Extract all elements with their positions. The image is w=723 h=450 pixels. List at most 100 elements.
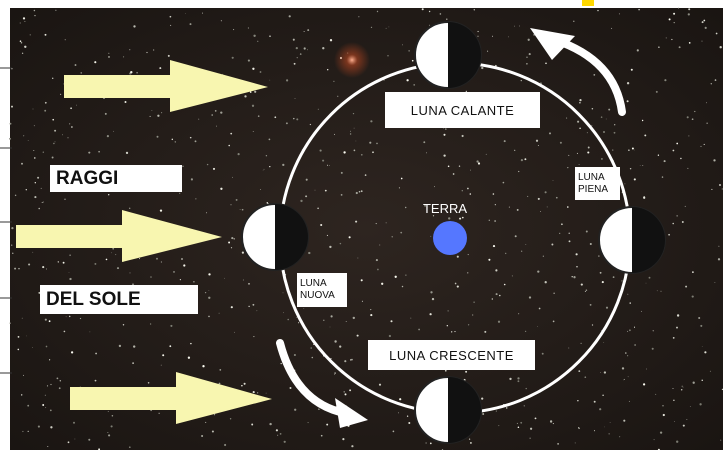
star (67, 137, 69, 139)
star (69, 277, 72, 281)
star (665, 37, 667, 39)
star (11, 226, 14, 230)
star (495, 410, 497, 412)
star (170, 324, 173, 327)
star (324, 189, 327, 192)
star (714, 282, 716, 283)
star (703, 143, 705, 145)
star (129, 272, 131, 274)
star (482, 413, 485, 415)
star (404, 206, 407, 209)
star (233, 29, 235, 31)
star (613, 131, 616, 134)
star (230, 306, 233, 309)
star (439, 13, 442, 15)
star (566, 117, 568, 119)
star (591, 324, 594, 326)
star (187, 356, 191, 359)
star (544, 281, 547, 284)
star (234, 331, 235, 333)
star (523, 405, 525, 407)
star (623, 378, 626, 380)
star (631, 147, 634, 150)
star (296, 316, 298, 318)
star (45, 407, 47, 409)
star (136, 71, 138, 74)
star (495, 269, 498, 272)
star (111, 415, 114, 417)
star (251, 423, 254, 426)
star (89, 331, 91, 333)
moon-dark (448, 22, 481, 88)
star (638, 8, 640, 11)
star (394, 275, 397, 278)
star (551, 243, 554, 246)
star (169, 345, 172, 348)
star (275, 429, 278, 432)
star (111, 252, 112, 254)
star (529, 437, 531, 439)
star (295, 46, 298, 50)
star (561, 223, 563, 226)
star (573, 20, 575, 23)
star (681, 221, 684, 223)
star (327, 69, 329, 71)
star (642, 165, 644, 167)
star (676, 440, 679, 443)
star (326, 423, 329, 426)
star (520, 421, 523, 424)
star (701, 21, 704, 24)
star (224, 277, 225, 279)
star (235, 198, 238, 201)
star (252, 131, 254, 133)
star (688, 8, 691, 11)
star (44, 33, 47, 36)
star (552, 180, 554, 182)
star (283, 312, 284, 314)
star (229, 418, 232, 420)
star (153, 49, 155, 51)
star (602, 394, 604, 396)
star (526, 63, 528, 65)
star (283, 440, 286, 443)
star (528, 53, 531, 56)
star (149, 323, 152, 325)
star (672, 336, 675, 339)
star (370, 314, 373, 317)
star (600, 157, 603, 160)
star (544, 191, 547, 194)
star (308, 251, 311, 255)
star (113, 130, 114, 132)
star (700, 145, 702, 147)
star (194, 140, 197, 143)
star (369, 141, 372, 144)
star (252, 391, 255, 394)
star (214, 110, 217, 112)
star (34, 14, 36, 17)
star (458, 165, 461, 167)
star (603, 342, 605, 343)
star (692, 271, 694, 273)
star (353, 127, 355, 129)
star (575, 253, 578, 256)
star (520, 79, 522, 82)
star (687, 167, 689, 169)
star (252, 67, 255, 70)
star (208, 290, 210, 291)
star (370, 309, 372, 311)
star (116, 267, 120, 270)
star (305, 195, 308, 198)
star (473, 301, 475, 303)
star (44, 394, 46, 396)
star (70, 351, 74, 354)
star (17, 336, 20, 338)
star (703, 19, 706, 22)
star (691, 118, 694, 121)
earth-label: TERRA (423, 201, 467, 216)
star (481, 397, 484, 400)
star (658, 46, 660, 48)
star (169, 15, 172, 18)
star (293, 62, 296, 65)
star (413, 84, 416, 86)
star (37, 425, 40, 428)
